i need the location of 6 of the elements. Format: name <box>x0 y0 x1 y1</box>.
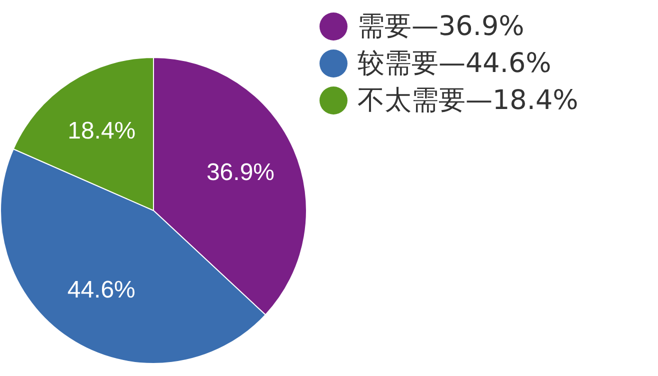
data-label: 18.4% <box>68 118 136 145</box>
legend-label: 需要—36.9% <box>358 11 524 42</box>
legend-label: 不太需要—18.4% <box>358 85 578 116</box>
data-label: 44.6% <box>67 276 136 304</box>
legend-label: 较需要—44.6% <box>358 48 552 79</box>
data-label: 36.9% <box>206 159 275 186</box>
